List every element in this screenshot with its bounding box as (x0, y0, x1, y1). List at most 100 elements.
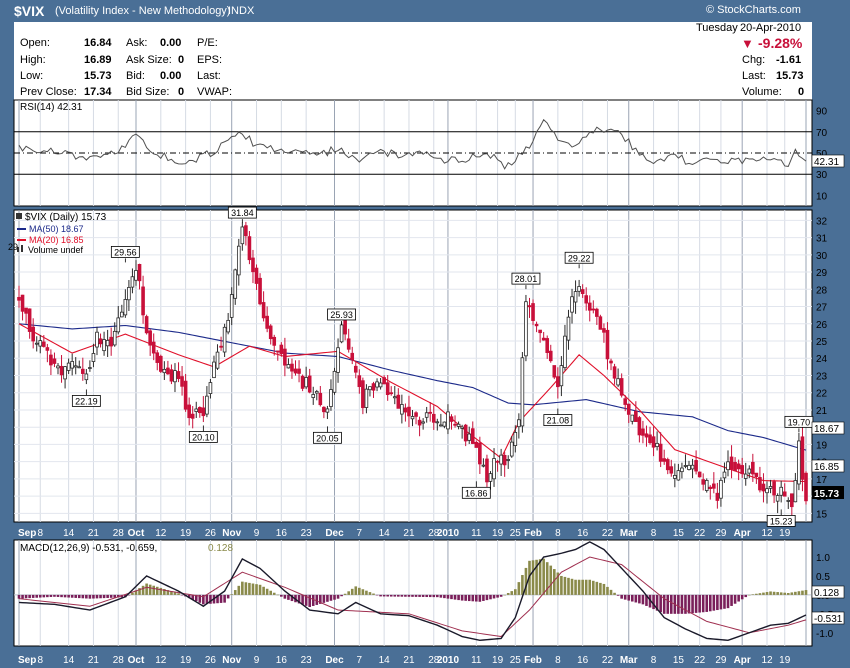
macd-histogram-bar (457, 594, 460, 601)
macd-histogram-bar (290, 594, 294, 602)
macd-histogram-bar (180, 594, 184, 596)
price-title: $VIX (Daily) 15.73 (25, 212, 107, 223)
x-tick-label: 14 (379, 528, 391, 539)
candle-body (219, 345, 223, 348)
x-tick-label: 22 (694, 528, 706, 539)
price-y-tick: 19 (816, 440, 828, 451)
candles (17, 221, 808, 517)
candle-body (439, 424, 443, 427)
price-y-tick: 22 (816, 389, 828, 400)
candle-body (251, 257, 255, 273)
annotation-label: 31.84 (231, 208, 254, 218)
candle-body (293, 368, 298, 374)
macd-histogram-bar (354, 586, 358, 595)
macd-histogram-bar (35, 594, 39, 598)
candle-body (212, 361, 216, 379)
macd-histogram-bar (347, 591, 350, 595)
macd-histogram-bar (386, 594, 389, 597)
candle-body (768, 486, 773, 489)
candle-body (449, 416, 454, 422)
x-axis-macd: Sep 8 14 21 28 Oct 12 19 26 Nov 9 16 23 Dec 7 14 21 28201… (18, 655, 791, 666)
candle-body (630, 414, 635, 422)
macd-histogram-bar (287, 594, 290, 600)
macd-histogram-bar (779, 592, 783, 595)
macd-histogram-bar (492, 594, 496, 599)
candle-body (545, 338, 550, 353)
macd-histogram-bar (758, 593, 762, 595)
macd-histogram-bar (599, 582, 602, 595)
candle-body (712, 483, 716, 489)
macd-histogram-bar (205, 594, 209, 605)
macd-y-tick: 0.5 (816, 572, 830, 583)
candle-body (91, 353, 96, 362)
ma20-legend: MA(20) 16.85 (29, 235, 84, 245)
macd-histogram-bar (563, 576, 567, 595)
candle-body (236, 245, 241, 276)
candle-body (616, 378, 620, 386)
candle-body (70, 361, 74, 369)
x-tick-label: Sep (18, 655, 36, 666)
macd-histogram-bar (375, 594, 379, 596)
macd-histogram-bar (553, 569, 556, 595)
candle-body (595, 308, 599, 317)
candle-body (173, 370, 177, 383)
brand-label[interactable]: © StockCharts.com (706, 4, 801, 16)
macd-histogram-bar (662, 594, 666, 614)
candle-body (162, 368, 167, 374)
x-tick-label: 14 (63, 528, 75, 539)
candle-body (782, 491, 787, 497)
macd-histogram-bar (794, 591, 797, 595)
price-y-tick: 25 (816, 337, 828, 348)
x-axis-price: Sep 8 14 21 28 Oct 12 19 26 Nov 9 16 23 Dec 7 14 21 28201… (18, 528, 791, 539)
x-tick-label: 25 (510, 528, 522, 539)
macd-line-tag: -0.531 (814, 614, 843, 625)
candle-body (513, 432, 518, 446)
candle-body (197, 407, 202, 414)
candle-body (389, 392, 394, 395)
macd-histogram-bar (591, 580, 595, 595)
macd-histogram-bar (301, 594, 304, 605)
candle-body (747, 468, 752, 474)
candle-body (463, 424, 468, 442)
rsi-grid (14, 100, 812, 206)
macd-histogram-bar (705, 594, 709, 612)
macd-histogram-bar (230, 594, 234, 595)
candle-body (743, 473, 748, 479)
macd-histogram-bar (216, 594, 219, 604)
x-tick-label: 19 (180, 528, 192, 539)
macd-histogram-bar (198, 594, 202, 603)
x-tick-label: 8 (555, 528, 561, 539)
candle-body (318, 392, 323, 406)
macd-histogram-bar (652, 594, 655, 610)
macd-histogram-bar (506, 593, 510, 595)
price-y-tick: 21 (816, 406, 828, 417)
candle-body (304, 377, 308, 388)
macd-histogram-bar (269, 590, 272, 595)
macd-histogram-bar (42, 594, 46, 598)
candle-body (676, 470, 681, 481)
candle-body (127, 287, 131, 301)
candle-body (375, 381, 379, 388)
macd-histogram-bar (163, 588, 166, 595)
candle-body (27, 308, 32, 332)
candle-body (559, 365, 564, 387)
candle-body (229, 294, 234, 318)
candle-body (364, 388, 369, 408)
rsi-y-tick: 50 (816, 149, 828, 160)
candle-body (240, 226, 245, 245)
candle-body (470, 428, 475, 444)
candle-body (382, 377, 386, 385)
macd-histogram-bar (641, 594, 645, 605)
macd-histogram-bar (574, 579, 577, 595)
candle-body (736, 463, 741, 470)
annotation-label: 21.08 (547, 416, 570, 426)
x-tick-label: 7 (357, 655, 363, 666)
candle-body (222, 326, 227, 353)
macd-histogram-bar (645, 594, 648, 606)
macd-histogram-bar (648, 594, 652, 608)
price-y-tick: 26 (816, 320, 828, 331)
candle-body (502, 454, 507, 466)
last-price-tag: 15.73 (814, 489, 839, 500)
macd-histogram-bar (460, 594, 464, 601)
